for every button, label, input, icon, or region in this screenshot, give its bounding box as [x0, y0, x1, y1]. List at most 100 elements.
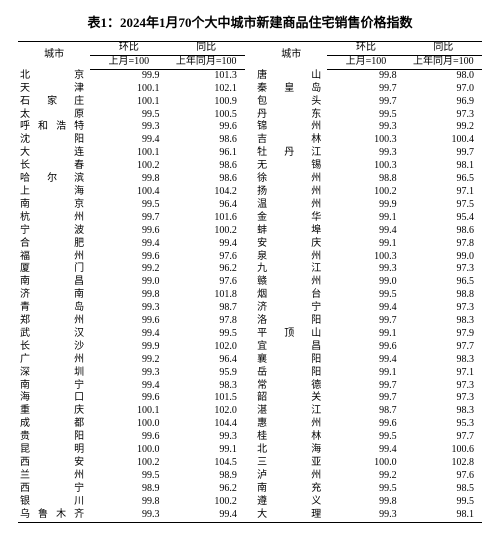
city-right: 平顶山: [255, 328, 327, 341]
mom-right: 99.3: [327, 263, 404, 276]
city-right: 宜昌: [255, 341, 327, 354]
city-right: 大理: [255, 509, 327, 522]
spacer: [245, 225, 255, 238]
yoy-right: 95.4: [405, 212, 482, 225]
yoy-right: 98.6: [405, 225, 482, 238]
mom-right: 99.4: [327, 302, 404, 315]
yoy-left: 96.4: [168, 199, 245, 212]
yoy-left: 98.6: [168, 160, 245, 173]
city-left: 长春: [18, 160, 90, 173]
city-left: 重庆: [18, 405, 90, 418]
table-row: 广州99.296.4襄阳99.498.3: [18, 354, 482, 367]
city-right: 烟台: [255, 289, 327, 302]
spacer: [245, 367, 255, 380]
mom-left: 99.5: [90, 109, 167, 122]
table-row: 福州99.697.6泉州100.399.0: [18, 251, 482, 264]
spacer: [245, 109, 255, 122]
city-right: 洛阳: [255, 315, 327, 328]
spacer: [245, 276, 255, 289]
table-row: 太原99.5100.5丹东99.597.3: [18, 109, 482, 122]
yoy-right: 98.3: [405, 354, 482, 367]
spacer: [245, 199, 255, 212]
spacer: [245, 121, 255, 134]
yoy-right: 99.7: [405, 147, 482, 160]
table-row: 成都100.0104.4惠州99.695.3: [18, 418, 482, 431]
city-right: 济宁: [255, 302, 327, 315]
city-right: 丹东: [255, 109, 327, 122]
mom-right: 99.4: [327, 444, 404, 457]
col-yoy-sub-right: 上年同月=100: [405, 55, 482, 69]
city-right: 秦皇岛: [255, 83, 327, 96]
price-index-table: 城市 环比 同比 城市 环比 同比 上月=100 上年同月=100 上月=100…: [18, 41, 482, 523]
mom-left: 99.9: [90, 341, 167, 354]
city-right: 湛江: [255, 405, 327, 418]
mom-left: 100.2: [90, 457, 167, 470]
mom-left: 99.2: [90, 354, 167, 367]
mom-left: 98.9: [90, 483, 167, 496]
yoy-right: 99.2: [405, 121, 482, 134]
yoy-left: 98.9: [168, 470, 245, 483]
mom-right: 99.5: [327, 483, 404, 496]
mom-left: 100.2: [90, 160, 167, 173]
mom-right: 99.4: [327, 354, 404, 367]
mom-left: 99.4: [90, 328, 167, 341]
mom-right: 99.3: [327, 121, 404, 134]
mom-left: 100.0: [90, 444, 167, 457]
yoy-left: 101.8: [168, 289, 245, 302]
col-yoy-left: 同比: [168, 42, 245, 56]
table-row: 郑州99.697.8洛阳99.798.3: [18, 315, 482, 328]
table-row: 上海100.4104.2扬州100.297.1: [18, 186, 482, 199]
mom-right: 99.6: [327, 418, 404, 431]
city-left: 石家庄: [18, 96, 90, 109]
yoy-right: 97.9: [405, 328, 482, 341]
city-left: 青岛: [18, 302, 90, 315]
city-right: 九江: [255, 263, 327, 276]
mom-right: 99.3: [327, 147, 404, 160]
spacer: [245, 341, 255, 354]
col-mom-sub-left: 上月=100: [90, 55, 167, 69]
mom-left: 99.6: [90, 225, 167, 238]
city-right: 安庆: [255, 238, 327, 251]
city-left: 沈阳: [18, 134, 90, 147]
yoy-right: 98.8: [405, 289, 482, 302]
yoy-right: 96.5: [405, 276, 482, 289]
yoy-left: 98.7: [168, 302, 245, 315]
city-right: 三亚: [255, 457, 327, 470]
mom-right: 99.1: [327, 367, 404, 380]
col-mom-left: 环比: [90, 42, 167, 56]
mom-left: 99.9: [90, 69, 167, 82]
yoy-right: 98.3: [405, 405, 482, 418]
city-right: 北海: [255, 444, 327, 457]
mom-left: 99.6: [90, 251, 167, 264]
mom-right: 99.7: [327, 392, 404, 405]
mom-left: 99.4: [90, 380, 167, 393]
table-row: 宁波99.6100.2蚌埠99.498.6: [18, 225, 482, 238]
yoy-right: 97.3: [405, 392, 482, 405]
table-row: 兰州99.598.9泸州99.297.6: [18, 470, 482, 483]
table-row: 北京99.9101.3唐山99.898.0: [18, 69, 482, 82]
spacer: [245, 69, 255, 82]
table-row: 西安100.2104.5三亚100.0102.8: [18, 457, 482, 470]
yoy-left: 97.8: [168, 315, 245, 328]
yoy-left: 98.6: [168, 173, 245, 186]
mom-right: 99.9: [327, 199, 404, 212]
table-row: 西宁98.996.2南充99.598.5: [18, 483, 482, 496]
table-row: 青岛99.398.7济宁99.497.3: [18, 302, 482, 315]
city-right: 泸州: [255, 470, 327, 483]
city-right: 徐州: [255, 173, 327, 186]
spacer: [245, 418, 255, 431]
city-left: 海口: [18, 392, 90, 405]
spacer: [245, 483, 255, 496]
table-row: 合肥99.499.4安庆99.197.8: [18, 238, 482, 251]
city-left: 上海: [18, 186, 90, 199]
city-right: 泉州: [255, 251, 327, 264]
yoy-left: 99.4: [168, 238, 245, 251]
table-row: 海口99.6101.5韶关99.797.3: [18, 392, 482, 405]
yoy-right: 100.4: [405, 134, 482, 147]
mom-left: 100.1: [90, 405, 167, 418]
mom-right: 99.8: [327, 69, 404, 82]
col-yoy-right: 同比: [405, 42, 482, 56]
city-right: 南充: [255, 483, 327, 496]
yoy-left: 96.4: [168, 354, 245, 367]
city-left: 兰州: [18, 470, 90, 483]
